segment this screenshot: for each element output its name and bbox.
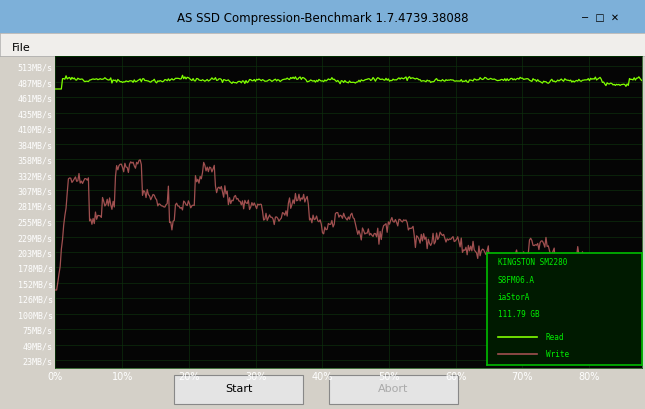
Text: Start: Start <box>225 383 252 393</box>
Text: −  □  ✕: − □ ✕ <box>581 13 619 23</box>
Text: File: File <box>12 43 30 52</box>
Text: Read: Read <box>546 333 564 342</box>
FancyBboxPatch shape <box>329 375 458 404</box>
Text: iaStorA: iaStorA <box>498 292 530 301</box>
Text: 111.79 GB: 111.79 GB <box>498 309 539 318</box>
FancyBboxPatch shape <box>174 375 303 404</box>
Text: S8FM06.A: S8FM06.A <box>498 275 535 284</box>
Text: AS SSD Compression-Benchmark 1.7.4739.38088: AS SSD Compression-Benchmark 1.7.4739.38… <box>177 12 468 25</box>
Text: Write: Write <box>546 349 569 358</box>
Text: Abort: Abort <box>378 383 409 393</box>
Text: KINGSTON SM2280: KINGSTON SM2280 <box>498 257 567 266</box>
